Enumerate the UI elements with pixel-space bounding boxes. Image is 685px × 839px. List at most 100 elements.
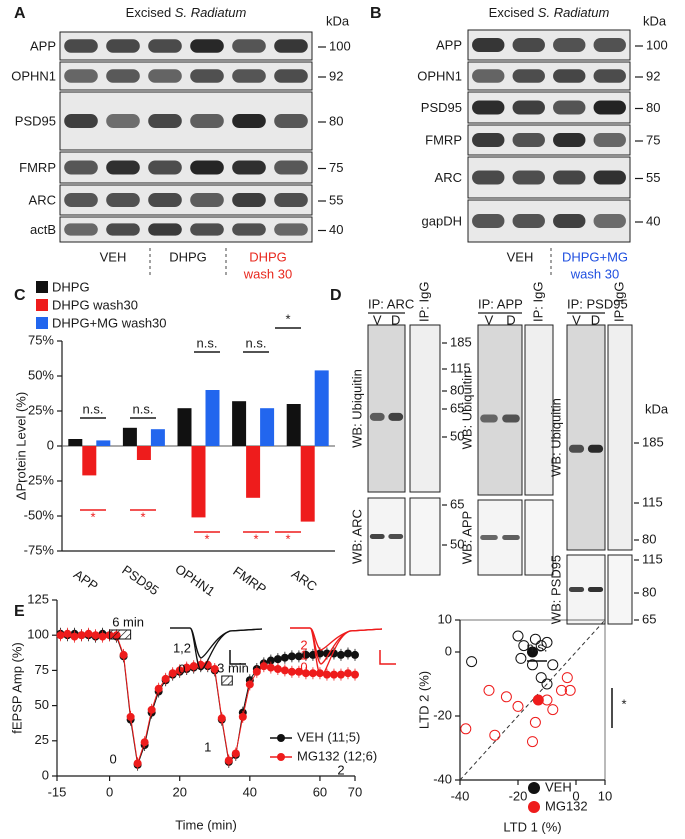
- blot-band: [472, 38, 505, 52]
- legend-marker: [528, 782, 540, 794]
- kda-value: 92: [329, 68, 343, 83]
- y-tick-label: 50%: [28, 367, 54, 382]
- x-axis-label: Time (min): [175, 817, 237, 832]
- legend-label: DHPG wash30: [52, 297, 138, 312]
- legend-label: VEH: [545, 779, 572, 794]
- blot: [607, 324, 633, 551]
- annotation: 1,2: [173, 640, 191, 655]
- blot-band: [502, 535, 520, 540]
- blot-band: [274, 69, 308, 83]
- annotation: 0: [178, 661, 185, 676]
- series-point: [224, 756, 233, 765]
- scatter-point: [527, 659, 538, 671]
- bar: [150, 429, 165, 446]
- bar: [246, 446, 261, 498]
- blot-band: [472, 170, 505, 185]
- kda-value: 80: [646, 100, 660, 115]
- scatter-point: [483, 684, 495, 696]
- series-point: [189, 662, 198, 671]
- x-tick-label: PSD95: [119, 562, 161, 598]
- legend-label: DHPG+MG wash30: [52, 315, 167, 330]
- series-point: [322, 670, 331, 679]
- lane-label: V: [572, 312, 581, 327]
- blot-band: [553, 100, 586, 115]
- scatter-point: [547, 659, 559, 671]
- marker-value: 65: [642, 611, 656, 626]
- row-label: PSD95: [15, 113, 56, 128]
- blot: [59, 184, 313, 216]
- x-tick-label: 60: [313, 784, 327, 799]
- blot-band: [553, 170, 586, 185]
- blot-band: [148, 223, 182, 236]
- blot-band: [472, 214, 505, 228]
- x-axis-label: LTD 1 (%): [503, 819, 561, 834]
- y-tick-label: 125: [27, 591, 49, 606]
- bar: [96, 440, 111, 446]
- lane-label: V: [485, 312, 494, 327]
- y-tick-label: 0: [445, 643, 452, 658]
- kda-value: 75: [646, 132, 660, 147]
- annotation: *: [253, 531, 258, 546]
- series-point: [336, 670, 345, 679]
- row-label: FMRP: [425, 132, 462, 147]
- row-label: APP: [30, 38, 56, 53]
- panel-label: E: [14, 603, 25, 620]
- legend-swatch: [36, 281, 48, 293]
- series-point: [287, 652, 296, 661]
- blot-band: [106, 114, 140, 128]
- series-point: [210, 664, 219, 673]
- annotation: 2: [300, 637, 307, 652]
- blot-title: Excised S. Radiatum: [126, 5, 247, 20]
- blot-band: [512, 133, 545, 147]
- kda-value: 55: [646, 170, 660, 185]
- y-tick-label: 25%: [28, 402, 54, 417]
- wb-label: WB: Ubiquitin: [548, 398, 563, 477]
- series-point: [266, 656, 275, 665]
- blot: [59, 151, 313, 184]
- bar: [82, 446, 97, 476]
- y-tick-label: 100: [27, 627, 49, 642]
- blot: [607, 554, 633, 625]
- wb-label: WB: APP: [459, 511, 474, 564]
- lane-label: D: [591, 312, 600, 327]
- annotation: *: [621, 696, 626, 711]
- bar: [68, 439, 83, 446]
- blot: [477, 324, 523, 496]
- blot-band: [106, 39, 140, 53]
- scatter-point: [515, 652, 527, 664]
- ip-label: IP: ARC: [368, 296, 414, 311]
- series-point: [245, 680, 254, 689]
- blot-band: [190, 223, 224, 236]
- y-tick-label: 50: [35, 697, 49, 712]
- legend-marker: [277, 734, 285, 742]
- wb-label: WB: PSD95: [548, 555, 563, 624]
- blot: [59, 61, 313, 91]
- blot-band: [190, 160, 224, 175]
- blot-band: [593, 214, 626, 228]
- blot-title: Excised S. Radiatum: [489, 5, 610, 20]
- annotation: *: [90, 509, 95, 524]
- blot-band: [106, 160, 140, 175]
- blot: [59, 91, 313, 151]
- x-tick-label: -20: [509, 788, 528, 803]
- blot-band: [64, 193, 98, 207]
- series-point: [308, 669, 317, 678]
- group-label: DHPG: [249, 249, 287, 264]
- series-point: [273, 664, 282, 673]
- legend-marker: [277, 753, 285, 761]
- group-label: wash 30: [243, 266, 292, 281]
- identity-line: [459, 619, 606, 781]
- bar: [122, 427, 137, 446]
- x-tick-label: FMRP: [230, 563, 269, 596]
- series-point: [217, 714, 226, 723]
- marker-value: 80: [450, 382, 464, 397]
- annotation: 1: [204, 739, 211, 754]
- y-tick-label: 75%: [28, 332, 54, 347]
- scatter-point: [466, 656, 478, 668]
- scatter-point: [512, 630, 524, 642]
- x-tick-label: 0: [572, 788, 579, 803]
- legend-label: VEH (11;5): [297, 729, 360, 744]
- wb-label: WB: Ubiquitin: [349, 369, 364, 448]
- blot-band: [553, 214, 586, 228]
